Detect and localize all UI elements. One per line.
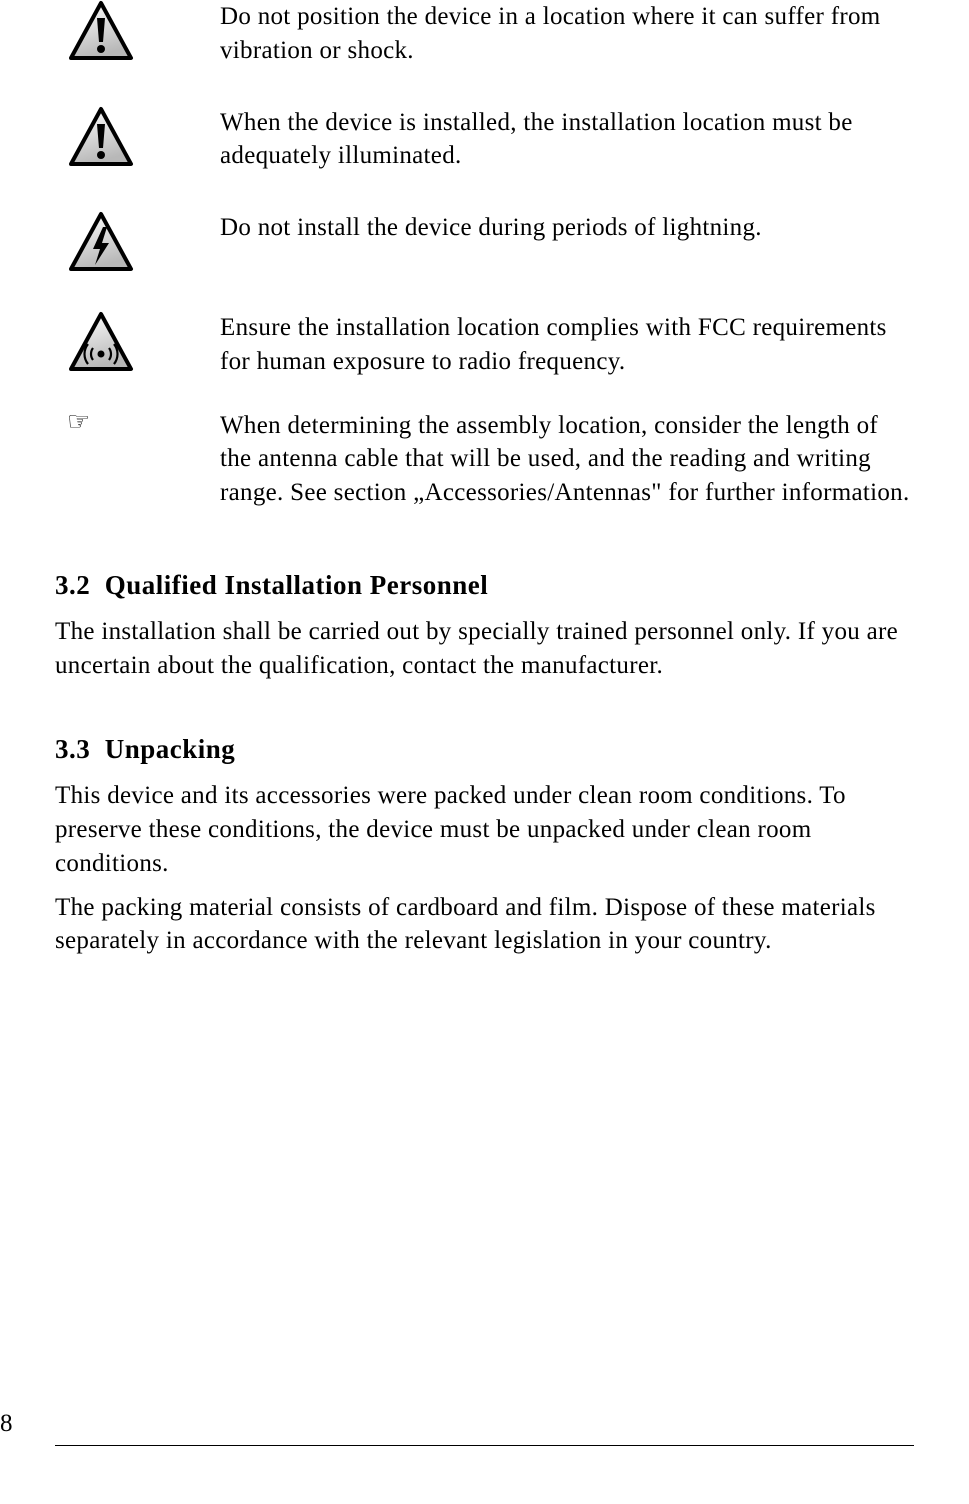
warning-text: Do not position the device in a location… (220, 0, 914, 68)
note-pointer-icon: ☞ (55, 409, 220, 435)
section-heading: 3.3 Unpacking (55, 734, 914, 765)
section-heading: 3.2 Qualified Installation Personnel (55, 570, 914, 601)
warning-text: When the device is installed, the instal… (220, 106, 914, 174)
paragraph: The packing material consists of cardboa… (55, 891, 914, 959)
section-body: The installation shall be carried out by… (55, 615, 914, 683)
warning-text: Do not install the device during periods… (220, 211, 914, 245)
warning-row: Do not install the device during periods… (55, 211, 914, 273)
lightning-bolt-icon (67, 211, 135, 273)
icon-container (55, 311, 220, 373)
footer-rule (55, 1445, 914, 1446)
note-text: When determining the assembly location, … (220, 409, 914, 510)
paragraph: The installation shall be carried out by… (55, 615, 914, 683)
section-body: This device and its accessories were pac… (55, 779, 914, 958)
icon-container (55, 0, 220, 62)
caution-exclamation-icon (67, 0, 135, 62)
paragraph: This device and its accessories were pac… (55, 779, 914, 880)
page-number: 8 (0, 1410, 13, 1438)
warning-row: Ensure the installation location complie… (55, 311, 914, 379)
section-number: 3.3 (55, 734, 90, 764)
warning-text: Ensure the installation location complie… (220, 311, 914, 379)
rf-antenna-icon (67, 311, 135, 373)
caution-exclamation-icon (67, 106, 135, 168)
section-title: Unpacking (105, 734, 236, 764)
note-row: ☞ When determining the assembly location… (55, 409, 914, 510)
section-title: Qualified Installation Personnel (105, 570, 489, 600)
icon-container (55, 106, 220, 168)
section-number: 3.2 (55, 570, 90, 600)
warning-row: When the device is installed, the instal… (55, 106, 914, 174)
icon-container (55, 211, 220, 273)
page-footer: 8 (0, 1445, 969, 1446)
warning-row: Do not position the device in a location… (55, 0, 914, 68)
